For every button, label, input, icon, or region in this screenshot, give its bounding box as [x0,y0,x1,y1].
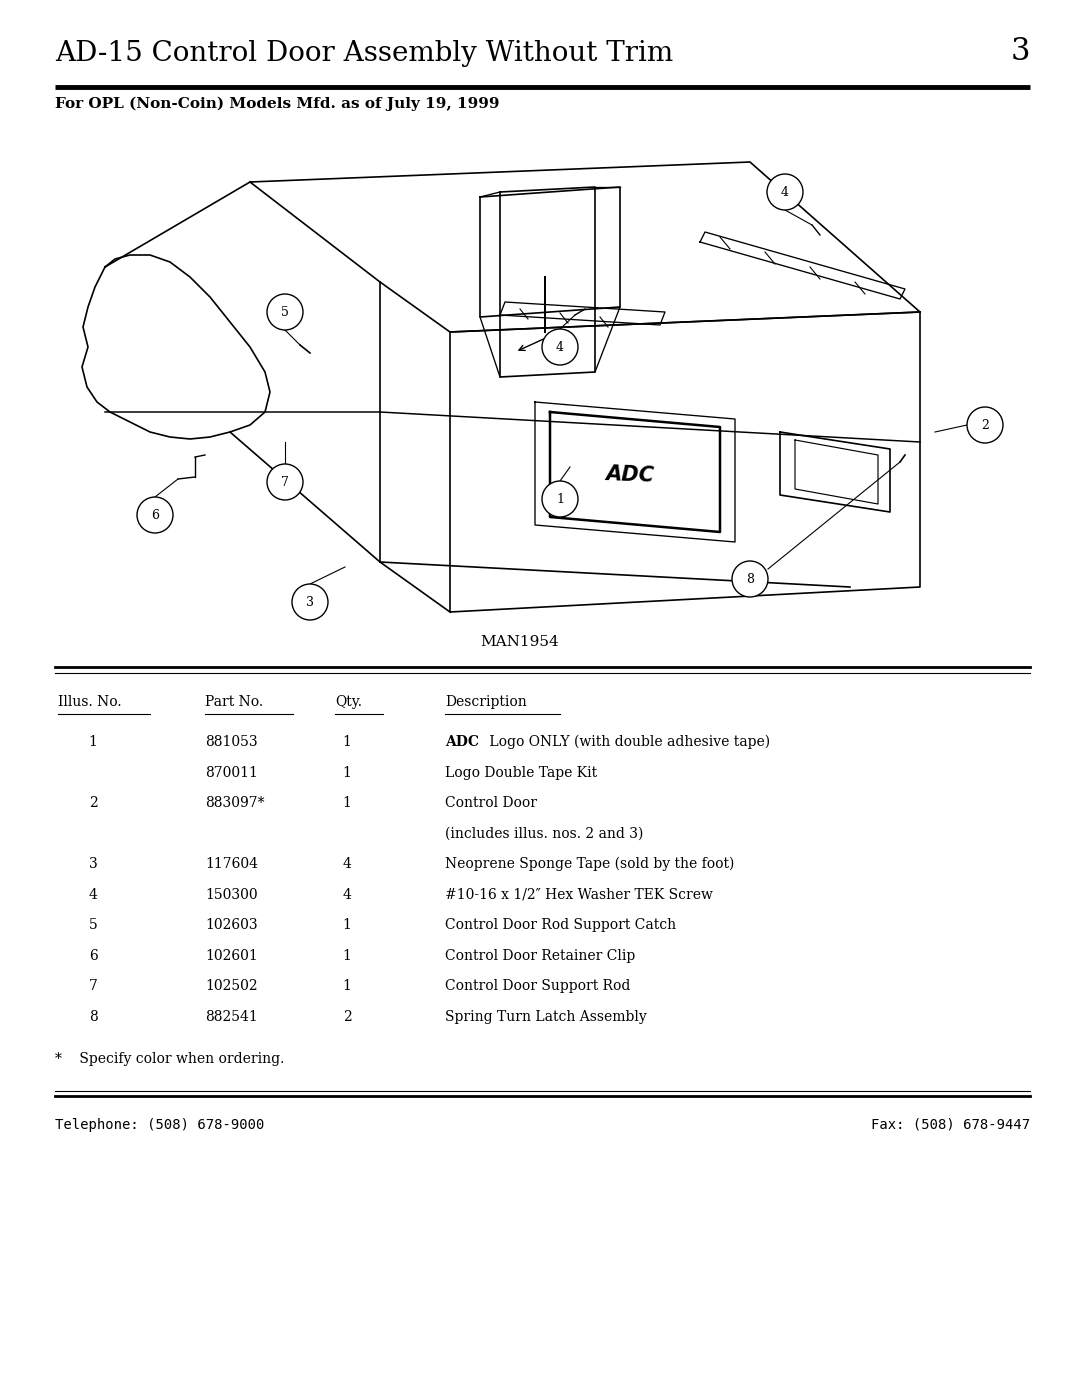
Text: Telephone: (508) 678-9000: Telephone: (508) 678-9000 [55,1118,265,1132]
Text: Fax: (508) 678-9447: Fax: (508) 678-9447 [870,1118,1030,1132]
Text: Control Door: Control Door [445,796,537,810]
Text: Logo ONLY (with double adhesive tape): Logo ONLY (with double adhesive tape) [485,735,770,749]
Text: AD-15 Control Door Assembly Without Trim: AD-15 Control Door Assembly Without Trim [55,41,673,67]
Text: 8: 8 [89,1010,97,1024]
Text: 4: 4 [556,341,564,353]
Circle shape [267,464,303,500]
Circle shape [137,497,173,534]
Text: 8: 8 [746,573,754,585]
Text: 7: 7 [281,475,289,489]
Text: *    Specify color when ordering.: * Specify color when ordering. [55,1052,284,1066]
Text: 150300: 150300 [205,887,258,901]
Text: Part No.: Part No. [205,694,264,710]
Circle shape [967,407,1003,443]
Text: 1: 1 [342,796,351,810]
Circle shape [292,584,328,620]
Text: 883097*: 883097* [205,796,265,810]
Text: 6: 6 [151,509,159,521]
Text: 5: 5 [89,918,97,932]
Text: 117604: 117604 [205,856,258,870]
Text: 3: 3 [1011,36,1030,67]
Text: MAN1954: MAN1954 [481,636,559,650]
Text: Control Door Retainer Clip: Control Door Retainer Clip [445,949,635,963]
Text: 102601: 102601 [205,949,258,963]
Text: 1: 1 [342,735,351,749]
Text: 1: 1 [342,918,351,932]
Text: 7: 7 [89,979,97,993]
Text: Control Door Rod Support Catch: Control Door Rod Support Catch [445,918,676,932]
Circle shape [542,481,578,517]
Text: Description: Description [445,694,527,710]
Text: #10-16 x 1/2″ Hex Washer TEK Screw: #10-16 x 1/2″ Hex Washer TEK Screw [445,887,713,901]
Text: 3: 3 [89,856,97,870]
Text: (includes illus. nos. 2 and 3): (includes illus. nos. 2 and 3) [445,827,644,841]
Text: 102603: 102603 [205,918,258,932]
Circle shape [732,562,768,597]
Text: 6: 6 [89,949,97,963]
Text: 882541: 882541 [205,1010,258,1024]
Text: 3: 3 [306,595,314,609]
Text: 1: 1 [89,735,97,749]
Text: ADC: ADC [605,464,654,486]
Text: Neoprene Sponge Tape (sold by the foot): Neoprene Sponge Tape (sold by the foot) [445,856,734,872]
Circle shape [767,175,804,210]
Text: Qty.: Qty. [335,694,362,710]
Text: 4: 4 [342,856,351,870]
Text: Illus. No.: Illus. No. [58,694,122,710]
Text: Logo Double Tape Kit: Logo Double Tape Kit [445,766,597,780]
Text: 4: 4 [342,887,351,901]
Text: 4: 4 [89,887,97,901]
Text: 2: 2 [342,1010,351,1024]
Text: 1: 1 [556,493,564,506]
Text: For OPL (Non-Coin) Models Mfd. as of July 19, 1999: For OPL (Non-Coin) Models Mfd. as of Jul… [55,96,499,112]
Circle shape [542,330,578,365]
Text: 102502: 102502 [205,979,258,993]
Circle shape [267,293,303,330]
Text: 1: 1 [342,949,351,963]
Text: 2: 2 [981,419,989,432]
Text: 870011: 870011 [205,766,258,780]
Text: 1: 1 [342,766,351,780]
Text: 2: 2 [89,796,97,810]
Text: 1: 1 [342,979,351,993]
Text: Spring Turn Latch Assembly: Spring Turn Latch Assembly [445,1010,647,1024]
Text: 5: 5 [281,306,289,319]
Text: ADC: ADC [445,735,480,749]
Text: 881053: 881053 [205,735,258,749]
Text: Control Door Support Rod: Control Door Support Rod [445,979,631,993]
Text: 4: 4 [781,186,789,198]
